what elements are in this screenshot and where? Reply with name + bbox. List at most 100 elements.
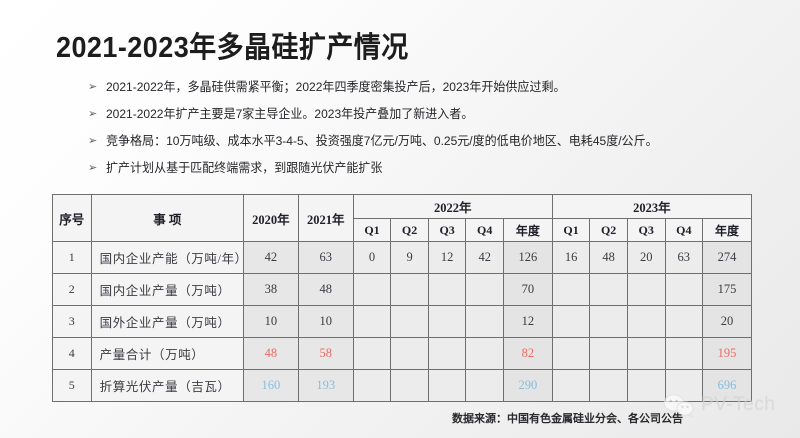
cell-2022-q1	[352, 305, 392, 338]
cell-2023-q1	[551, 369, 591, 402]
col-header-2020: 2020年	[242, 194, 299, 242]
cell-2023-q3	[626, 369, 666, 402]
cell-2022-q1	[352, 369, 392, 402]
cell-2022-annual: 126	[503, 241, 553, 274]
bullet-text: 竞争格局：10万吨级、成本水平3-4-5、投资强度7亿元/万吨、0.25元/度的…	[106, 134, 658, 148]
col-header-2023-group: 2023年	[551, 194, 753, 219]
polysilicon-expansion-table: 序号 事 项 2020年 2021年 2022年 2023年 Q1 Q2 Q3 …	[52, 194, 753, 402]
bullet-list: ➢ 2021-2022年，多晶硅供需紧平衡；2022年四季度密集投产后，2023…	[88, 74, 748, 182]
cell-item: 国内企业产量（万吨）	[90, 273, 244, 306]
cell-2022-q1	[352, 337, 392, 370]
col-header-2022-q1: Q1	[352, 218, 392, 242]
cell-2020: 38	[242, 273, 299, 306]
table-row: 2 国内企业产量（万吨） 38 48 70 175	[52, 273, 752, 306]
col-header-2021: 2021年	[297, 194, 354, 242]
cell-2023-annual: 195	[702, 337, 752, 370]
cell-2023-q3	[626, 305, 666, 338]
cell-2022-q1: 0	[352, 241, 392, 274]
cell-2023-q2: 48	[589, 241, 628, 274]
col-header-2023-q2: Q2	[589, 218, 628, 242]
table-header-row-2: Q1 Q2 Q3 Q4 年度 Q1 Q2 Q3 Q4 年度	[53, 218, 752, 242]
cell-2022-q4	[465, 305, 505, 338]
cell-2022-q4	[465, 337, 505, 370]
cell-item: 国外企业产量（万吨）	[90, 305, 244, 338]
page-title: 2021-2023年多晶硅扩产情况	[56, 32, 409, 64]
cell-2020: 160	[242, 369, 299, 402]
cell-seq: 4	[52, 337, 92, 370]
col-header-2022-q4: Q4	[465, 218, 505, 242]
table-row: 5 折算光伏产量（吉瓦） 160 193 290 696	[52, 369, 752, 402]
col-header-2022-annual: 年度	[503, 218, 553, 242]
cell-2023-q4	[664, 369, 704, 402]
cell-2022-q3	[427, 305, 467, 338]
cell-2023-q2	[589, 369, 628, 402]
source-note: 数据来源：中国有色金属硅业分会、各公司公告	[452, 413, 683, 425]
cell-seq: 5	[52, 369, 92, 402]
cell-2020: 42	[242, 241, 299, 274]
cell-2023-q4	[664, 305, 704, 338]
table-row: 4 产量合计（万吨） 48 58 82 195	[52, 337, 752, 370]
bullet-text: 2021-2022年扩产主要是7家主导企业。2023年投产叠加了新进入者。	[106, 107, 474, 121]
list-item: ➢ 2021-2022年，多晶硅供需紧平衡；2022年四季度密集投产后，2023…	[88, 74, 748, 101]
col-header-seq: 序号	[52, 194, 92, 242]
table-row: 1 国内企业产能（万吨/年） 42 63 0 9 12 42 126 16 48 20 63 274	[52, 241, 752, 274]
col-header-2023-q3: Q3	[626, 218, 666, 242]
cell-2023-q4	[664, 337, 704, 370]
cell-2022-q3	[427, 337, 467, 370]
cell-2023-annual: 20	[702, 305, 752, 338]
list-item: ➢ 扩产计划从基于匹配终端需求，到跟随光伏产能扩张	[88, 155, 748, 182]
cell-2020: 10	[242, 305, 299, 338]
col-header-2023-q4: Q4	[664, 218, 704, 242]
cell-2023-q2	[589, 305, 628, 338]
cell-2022-annual: 290	[503, 369, 553, 402]
cell-2023-q1	[551, 273, 591, 306]
arrow-bullet-icon: ➢	[88, 108, 98, 120]
cell-2021: 63	[297, 241, 354, 274]
cell-2022-q4	[465, 369, 505, 402]
table-body: 1 国内企业产能（万吨/年） 42 63 0 9 12 42 126 16 48 20 63 274 2 国内…	[52, 241, 752, 402]
cell-2022-q3	[427, 369, 467, 402]
cell-2022-annual: 70	[503, 273, 553, 306]
cell-2020: 48	[242, 337, 299, 370]
cell-2022-q4	[465, 273, 505, 306]
bullet-text: 2021-2022年，多晶硅供需紧平衡；2022年四季度密集投产后，2023年开…	[106, 80, 566, 94]
cell-2022-q2	[390, 305, 429, 338]
cell-item: 折算光伏产量（吉瓦）	[90, 369, 244, 402]
cell-2023-q1: 16	[551, 241, 591, 274]
cell-2022-q2	[390, 337, 429, 370]
arrow-bullet-icon: ➢	[88, 81, 98, 93]
cell-2021: 10	[297, 305, 354, 338]
col-header-2022-q2: Q2	[390, 218, 429, 242]
cell-2023-annual: 696	[702, 369, 752, 402]
cell-2023-q3: 20	[626, 241, 666, 274]
cell-2023-annual: 175	[702, 273, 752, 306]
table-header-row-1: 序号 事 项 2020年 2021年 2022年 2023年	[52, 194, 753, 242]
cell-2022-q2	[390, 273, 429, 306]
cell-2023-q1	[551, 337, 591, 370]
cell-seq: 3	[52, 305, 92, 338]
cell-2022-annual: 12	[503, 305, 553, 338]
col-header-2023-annual: 年度	[702, 218, 752, 242]
cell-2022-q3	[427, 273, 467, 306]
cell-item: 国内企业产能（万吨/年）	[90, 241, 247, 274]
cell-seq: 1	[52, 241, 92, 274]
cell-2023-q3	[626, 273, 666, 306]
cell-2022-q3: 12	[427, 241, 467, 274]
cell-2023-q4: 63	[664, 241, 704, 274]
cell-2021: 58	[297, 337, 354, 370]
cell-item: 产量合计（万吨）	[90, 337, 244, 370]
cell-2021: 48	[297, 273, 354, 306]
arrow-bullet-icon: ➢	[88, 135, 98, 147]
cell-seq: 2	[52, 273, 92, 306]
cell-2023-q2	[589, 337, 628, 370]
bullet-text: 扩产计划从基于匹配终端需求，到跟随光伏产能扩张	[106, 161, 383, 175]
cell-2023-annual: 274	[702, 241, 752, 274]
col-header-2022-q3: Q3	[427, 218, 467, 242]
cell-2021: 193	[297, 369, 354, 402]
table-row: 3 国外企业产量（万吨） 10 10 12 20	[52, 305, 752, 338]
col-header-2023-q1: Q1	[551, 218, 591, 242]
cell-2023-q2	[589, 273, 628, 306]
cell-2023-q4	[664, 273, 704, 306]
table-header: 序号 事 项 2020年 2021年 2022年 2023年 Q1 Q2 Q3 …	[52, 194, 753, 242]
